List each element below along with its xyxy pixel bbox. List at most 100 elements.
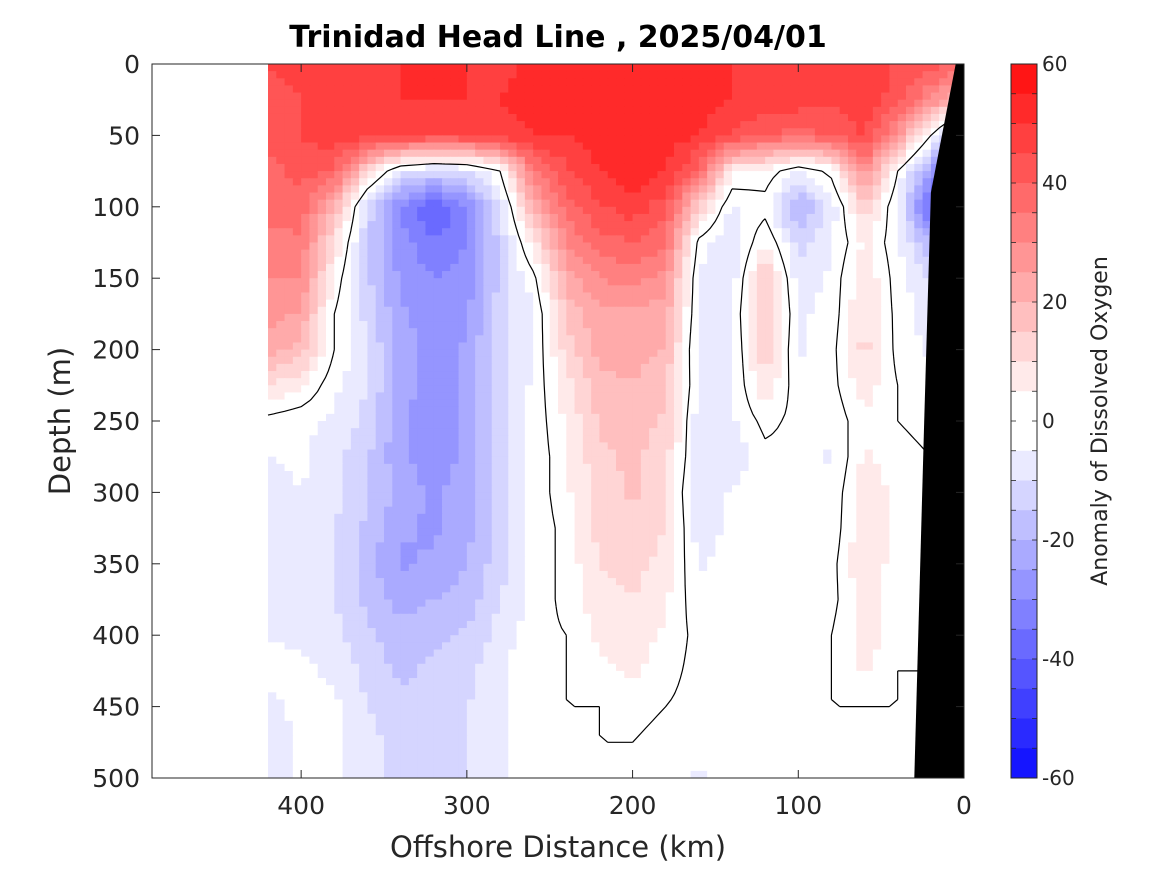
- anomaly-cell: [848, 178, 857, 186]
- anomaly-cell: [906, 449, 915, 458]
- anomaly-cell: [309, 113, 319, 122]
- anomaly-cell: [732, 456, 741, 465]
- anomaly-cell: [657, 413, 667, 422]
- anomaly-cell: [748, 321, 758, 329]
- anomaly-cell: [781, 363, 791, 372]
- anomaly-cell: [591, 306, 601, 315]
- anomaly-cell: [342, 485, 352, 493]
- anomaly-cell: [483, 235, 493, 244]
- anomaly-cell: [342, 449, 352, 458]
- anomaly-cell: [649, 171, 659, 179]
- anomaly-cell: [425, 235, 435, 244]
- anomaly-cell: [848, 263, 857, 272]
- anomaly-cell: [864, 156, 874, 165]
- anomaly-cell: [773, 449, 783, 458]
- anomaly-cell: [823, 442, 833, 451]
- anomaly-cell: [831, 371, 841, 379]
- anomaly-cell: [450, 385, 460, 394]
- anomaly-cell: [566, 249, 576, 258]
- anomaly-cell: [574, 78, 584, 87]
- anomaly-cell: [350, 349, 360, 358]
- anomaly-cell: [732, 342, 741, 351]
- anomaly-cell: [814, 299, 824, 308]
- anomaly-cell: [723, 349, 733, 358]
- anomaly-cell: [715, 463, 725, 472]
- anomaly-cell: [442, 192, 451, 201]
- anomaly-cell: [872, 335, 882, 344]
- anomaly-cell: [417, 92, 427, 101]
- anomaly-cell: [690, 428, 700, 436]
- anomaly-cell: [690, 421, 700, 429]
- anomaly-cell: [516, 278, 526, 286]
- anomaly-cell: [284, 242, 294, 251]
- anomaly-cell: [665, 392, 675, 401]
- anomaly-cell: [914, 228, 924, 236]
- anomaly-cell: [723, 399, 733, 408]
- anomaly-cell: [748, 463, 758, 472]
- anomaly-cell: [649, 71, 659, 79]
- anomaly-cell: [384, 292, 393, 301]
- anomaly-cell: [781, 413, 791, 422]
- anomaly-cell: [914, 378, 924, 386]
- anomaly-cell: [748, 428, 758, 436]
- anomaly-cell: [781, 235, 791, 244]
- anomaly-cell: [533, 363, 543, 372]
- anomaly-cell: [914, 392, 924, 401]
- anomaly-cell: [384, 399, 393, 408]
- anomaly-cell: [856, 456, 866, 465]
- anomaly-cell: [400, 285, 410, 294]
- anomaly-cell: [914, 421, 924, 429]
- anomaly-cell: [914, 92, 924, 101]
- anomaly-cell: [566, 299, 576, 308]
- anomaly-cell: [458, 292, 468, 301]
- anomaly-cell: [524, 92, 534, 101]
- anomaly-cell: [276, 106, 286, 115]
- anomaly-cell: [657, 385, 667, 394]
- anomaly-cell: [566, 206, 576, 215]
- anomaly-cell: [831, 406, 841, 415]
- anomaly-cell: [284, 321, 294, 329]
- anomaly-cell: [524, 470, 534, 479]
- anomaly-cell: [334, 463, 344, 472]
- anomaly-cell: [342, 363, 352, 372]
- anomaly-cell: [582, 185, 592, 194]
- anomaly-cell: [309, 485, 319, 493]
- anomaly-cell: [831, 328, 841, 336]
- anomaly-cell: [574, 192, 584, 201]
- anomaly-cell: [450, 478, 460, 486]
- anomaly-cell: [483, 121, 493, 129]
- anomaly-cell: [491, 213, 501, 222]
- anomaly-cell: [897, 121, 907, 129]
- anomaly-cell: [781, 99, 791, 108]
- anomaly-cell: [466, 306, 476, 315]
- anomaly-cell: [632, 371, 642, 379]
- anomaly-cell: [599, 363, 609, 372]
- anomaly-cell: [872, 235, 882, 244]
- anomaly-cell: [674, 385, 683, 394]
- anomaly-cell: [491, 85, 501, 94]
- anomaly-cell: [765, 142, 775, 151]
- anomaly-cell: [690, 249, 700, 258]
- anomaly-cell: [475, 171, 485, 179]
- anomaly-cell: [674, 228, 683, 236]
- anomaly-cell: [889, 121, 899, 129]
- anomaly-cell: [566, 99, 576, 108]
- anomaly-cell: [906, 463, 915, 472]
- anomaly-cell: [715, 92, 725, 101]
- anomaly-cell: [400, 321, 410, 329]
- anomaly-cell: [524, 392, 534, 401]
- anomaly-cell: [607, 263, 617, 272]
- anomaly-cell: [425, 385, 435, 394]
- anomaly-cell: [823, 128, 833, 136]
- anomaly-cell: [640, 113, 650, 122]
- anomaly-cell: [508, 199, 518, 208]
- anomaly-cell: [889, 299, 899, 308]
- anomaly-cell: [674, 135, 683, 144]
- anomaly-cell: [814, 449, 824, 458]
- anomaly-cell: [384, 171, 393, 179]
- anomaly-cell: [607, 71, 617, 79]
- anomaly-cell: [359, 421, 369, 429]
- anomaly-cell: [524, 228, 534, 236]
- anomaly-cell: [367, 99, 377, 108]
- anomaly-cell: [558, 106, 567, 115]
